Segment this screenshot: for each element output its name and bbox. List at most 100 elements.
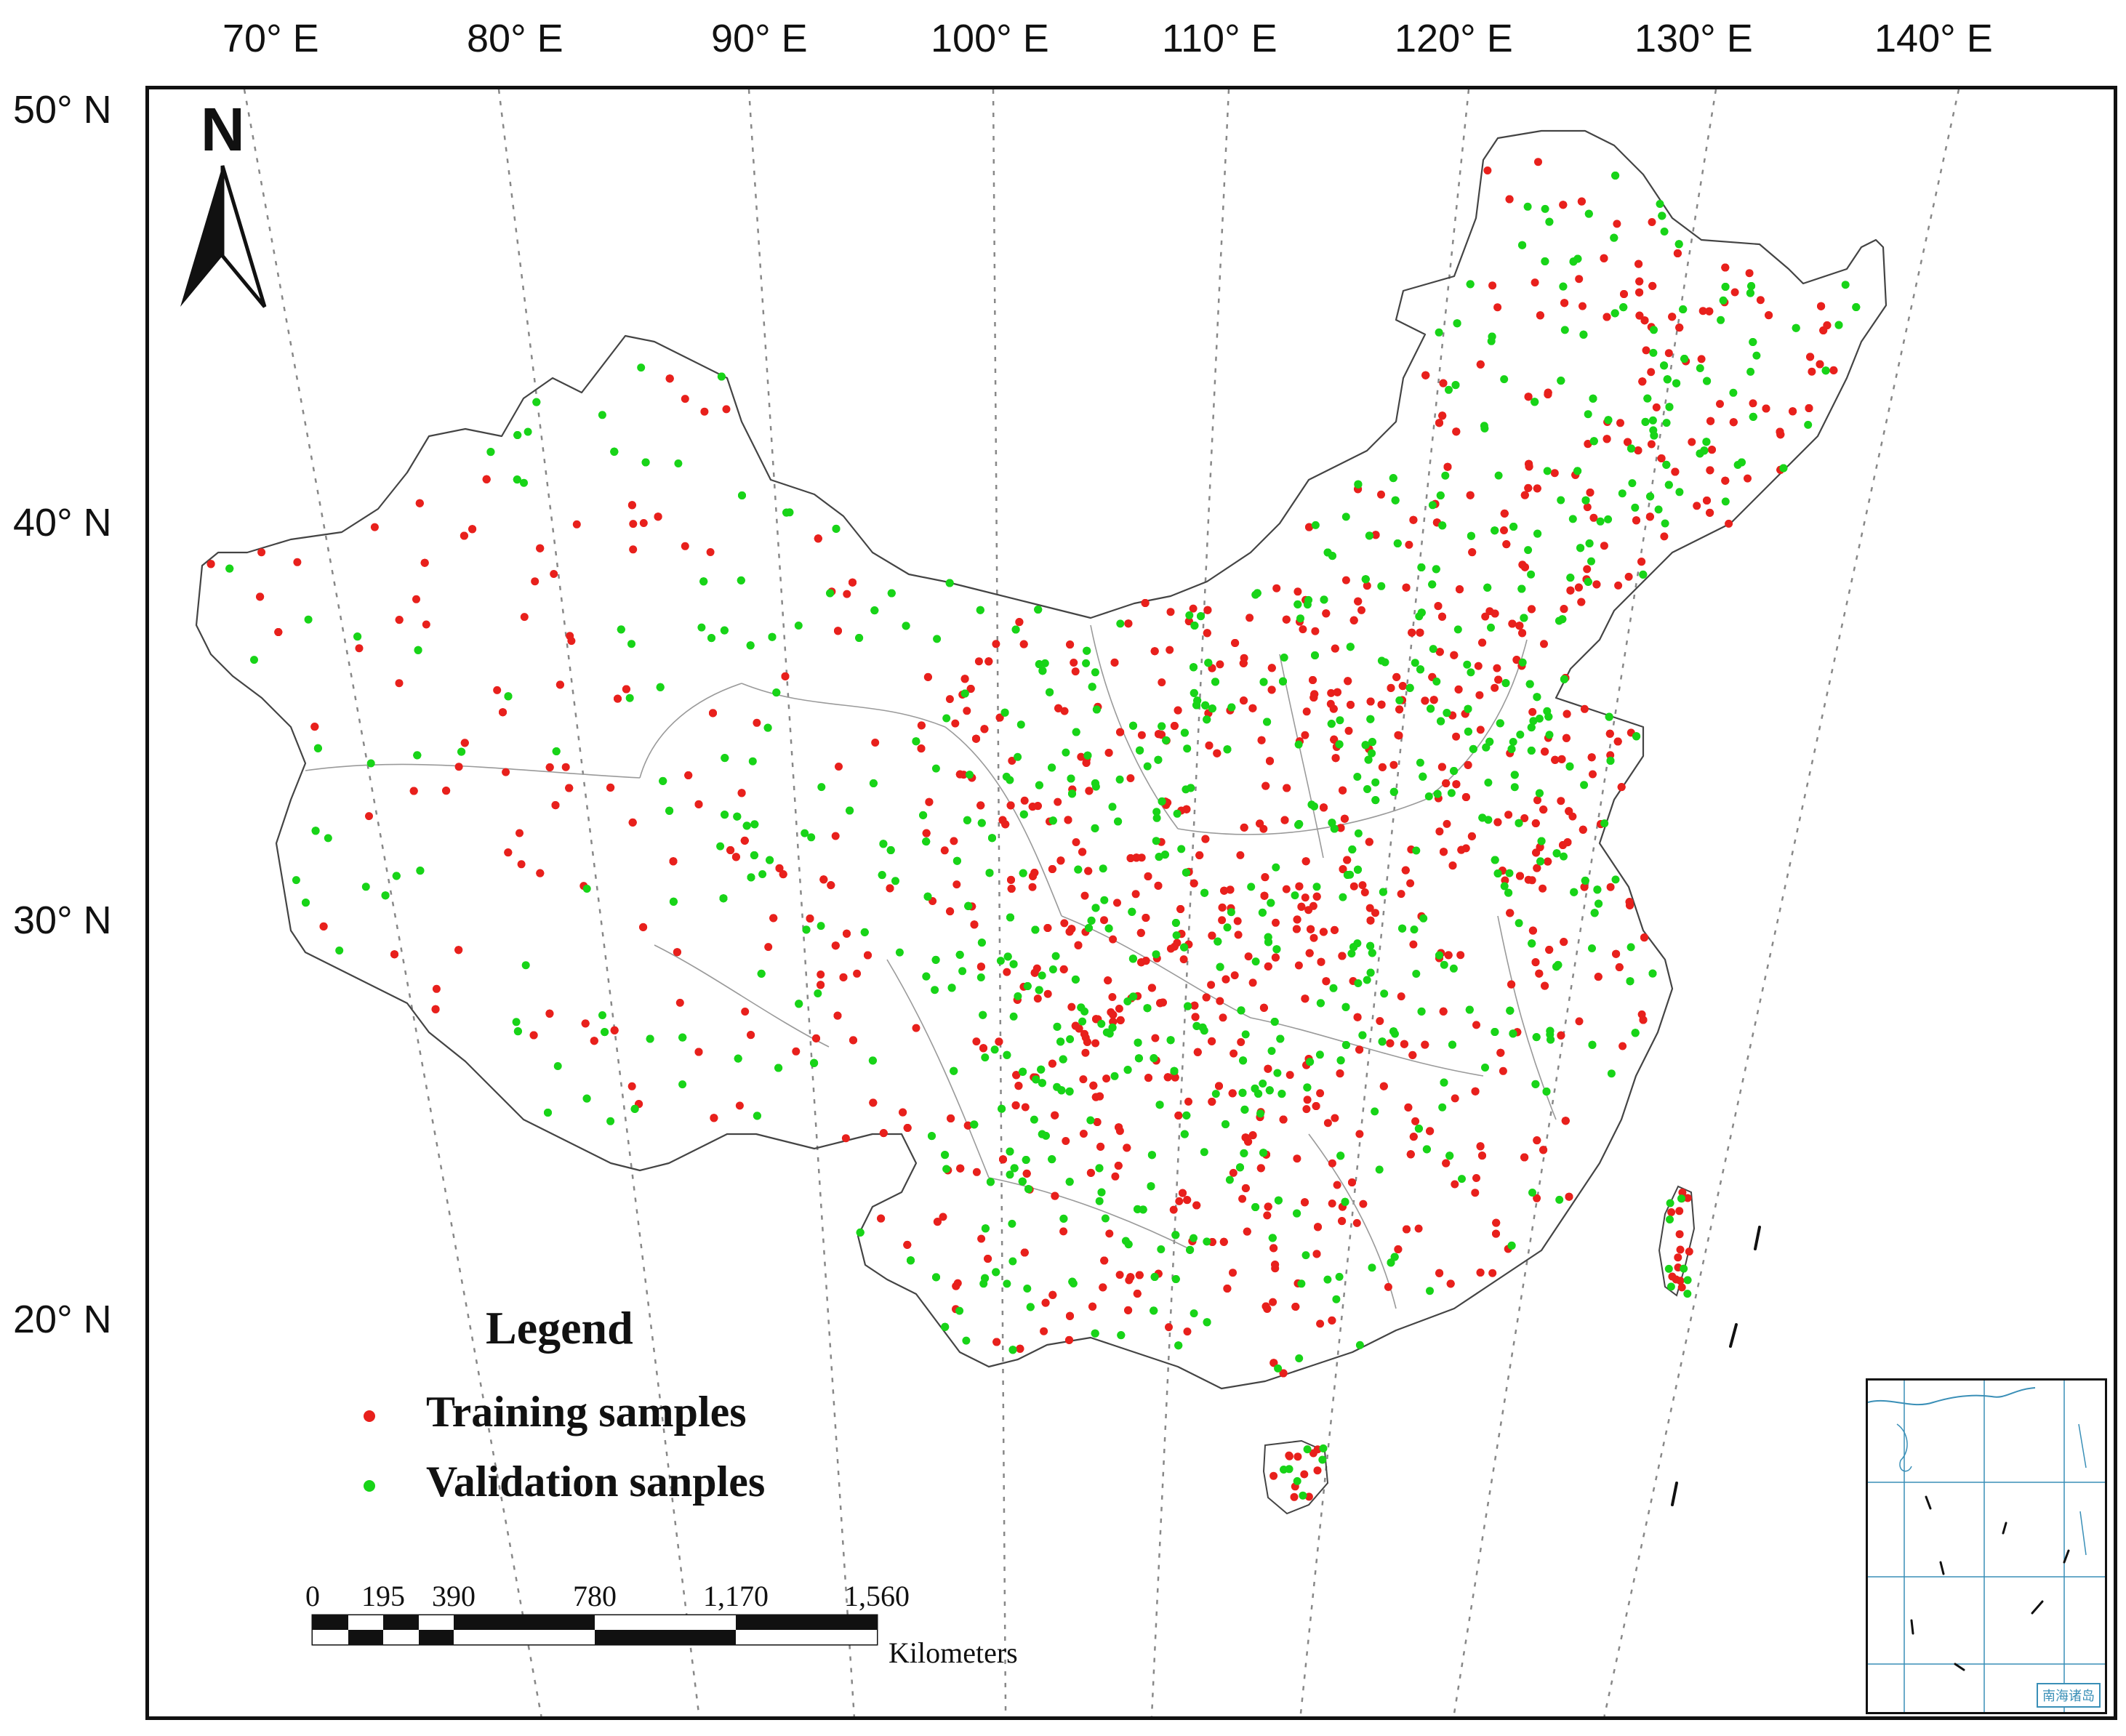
validation-sample-point — [1068, 789, 1076, 798]
training-sample-point — [395, 679, 404, 688]
training-sample-point — [1003, 968, 1011, 976]
training-sample-point — [1293, 915, 1301, 924]
training-sample-point — [835, 763, 843, 771]
validation-sample-point — [1417, 608, 1426, 617]
training-sample-point — [1033, 994, 1042, 1003]
validation-sample-point — [1172, 931, 1181, 940]
training-sample-point — [1452, 732, 1461, 741]
training-sample-point — [1322, 977, 1331, 986]
training-sample-point — [839, 973, 848, 981]
validation-sample-point — [1059, 1214, 1068, 1223]
validation-sample-point — [1297, 1279, 1306, 1288]
training-sample-point — [1647, 440, 1656, 449]
validation-sample-point — [981, 1224, 990, 1233]
training-sample-point — [1065, 928, 1074, 936]
validation-sample-point — [1150, 1054, 1158, 1063]
validation-sample-point — [1533, 529, 1542, 538]
scale-unit-label: Kilometers — [888, 1636, 1018, 1669]
validation-sample-point — [768, 632, 777, 641]
validation-sample-point — [912, 737, 920, 746]
validation-sample-point — [1435, 951, 1443, 960]
training-sample-point — [1575, 275, 1584, 284]
training-sample-point — [1135, 1271, 1144, 1279]
validation-sample-point — [1453, 319, 1461, 328]
training-sample-point — [1533, 796, 1541, 805]
validation-sample-point — [1364, 755, 1373, 764]
training-sample-point — [355, 644, 364, 653]
training-sample-point — [1166, 646, 1174, 654]
training-sample-point — [628, 818, 637, 827]
scale-segment-bottom-5 — [595, 1630, 736, 1644]
training-sample-point — [1208, 1098, 1216, 1106]
training-sample-point — [903, 1240, 912, 1249]
validation-sample-point — [1558, 615, 1567, 624]
training-sample-point — [1587, 753, 1596, 762]
training-sample-point — [431, 1005, 440, 1013]
training-sample-point — [1352, 1218, 1361, 1227]
training-sample-point — [1365, 837, 1373, 846]
training-sample-point — [1706, 508, 1714, 517]
validation-sample-point — [1354, 829, 1363, 837]
training-sample-point — [1191, 1013, 1200, 1021]
training-sample-point — [1528, 876, 1536, 885]
scale-segment-bottom-4 — [454, 1630, 595, 1644]
validation-sample-point — [1143, 762, 1152, 771]
training-sample-point — [1305, 949, 1314, 957]
training-sample-point — [917, 721, 926, 730]
training-sample-point — [493, 686, 502, 694]
validation-sample-point — [1097, 1019, 1106, 1028]
training-sample-point — [1403, 1225, 1411, 1234]
validation-sample-point — [1463, 660, 1472, 669]
validation-sample-point — [1505, 869, 1514, 877]
scale-segment-top-4 — [454, 1615, 595, 1630]
training-sample-point — [1493, 303, 1502, 312]
validation-sample-point — [1524, 546, 1533, 555]
validation-sample-point — [304, 615, 313, 624]
training-sample-point — [1266, 757, 1274, 765]
validation-sample-point — [1520, 614, 1528, 622]
validation-sample-point — [1427, 704, 1435, 713]
training-sample-point — [1093, 1118, 1102, 1126]
validation-sample-point — [1377, 582, 1386, 590]
training-sample-point — [1452, 427, 1461, 436]
training-sample-point — [1170, 722, 1179, 730]
training-sample-point — [995, 713, 1004, 722]
validation-sample-point — [1038, 667, 1047, 675]
validation-sample-point — [1543, 467, 1552, 475]
training-sample-point — [1131, 890, 1140, 899]
training-sample-point — [1531, 278, 1539, 287]
validation-sample-point — [641, 458, 650, 467]
training-sample-point — [1435, 1269, 1444, 1277]
validation-sample-point — [1417, 1007, 1426, 1016]
validation-sample-point — [1354, 480, 1363, 489]
validation-sample-point — [1606, 757, 1615, 765]
validation-sample-point — [1628, 479, 1637, 488]
training-sample-point — [1749, 399, 1757, 408]
validation-sample-point — [1375, 1165, 1384, 1174]
training-sample-point — [950, 837, 958, 845]
legend-title: Legend — [486, 1302, 633, 1354]
training-sample-point — [963, 707, 971, 715]
training-sample-point — [1500, 509, 1509, 518]
training-sample-point — [1531, 958, 1540, 967]
validation-sample-point — [1285, 1465, 1293, 1474]
validation-sample-point — [606, 1117, 615, 1125]
training-sample-point — [1263, 1211, 1272, 1220]
training-sample-point — [1481, 612, 1490, 621]
validation-sample-point — [945, 579, 954, 587]
training-sample-point — [1409, 515, 1418, 524]
validation-sample-point — [998, 1104, 1006, 1113]
validation-sample-point — [1341, 1002, 1350, 1011]
training-sample-point — [1245, 614, 1254, 622]
validation-sample-point — [719, 894, 728, 903]
training-sample-point — [1762, 404, 1770, 413]
validation-sample-point — [1611, 875, 1620, 884]
validation-sample-point — [846, 806, 854, 815]
training-sample-point — [709, 709, 717, 718]
validation-sample-point — [1100, 896, 1109, 904]
training-sample-point — [1677, 1283, 1686, 1292]
validation-sample-point — [1500, 375, 1509, 384]
validation-sample-point — [1674, 240, 1683, 249]
training-sample-point — [1030, 869, 1039, 877]
training-sample-point — [1618, 1042, 1627, 1050]
